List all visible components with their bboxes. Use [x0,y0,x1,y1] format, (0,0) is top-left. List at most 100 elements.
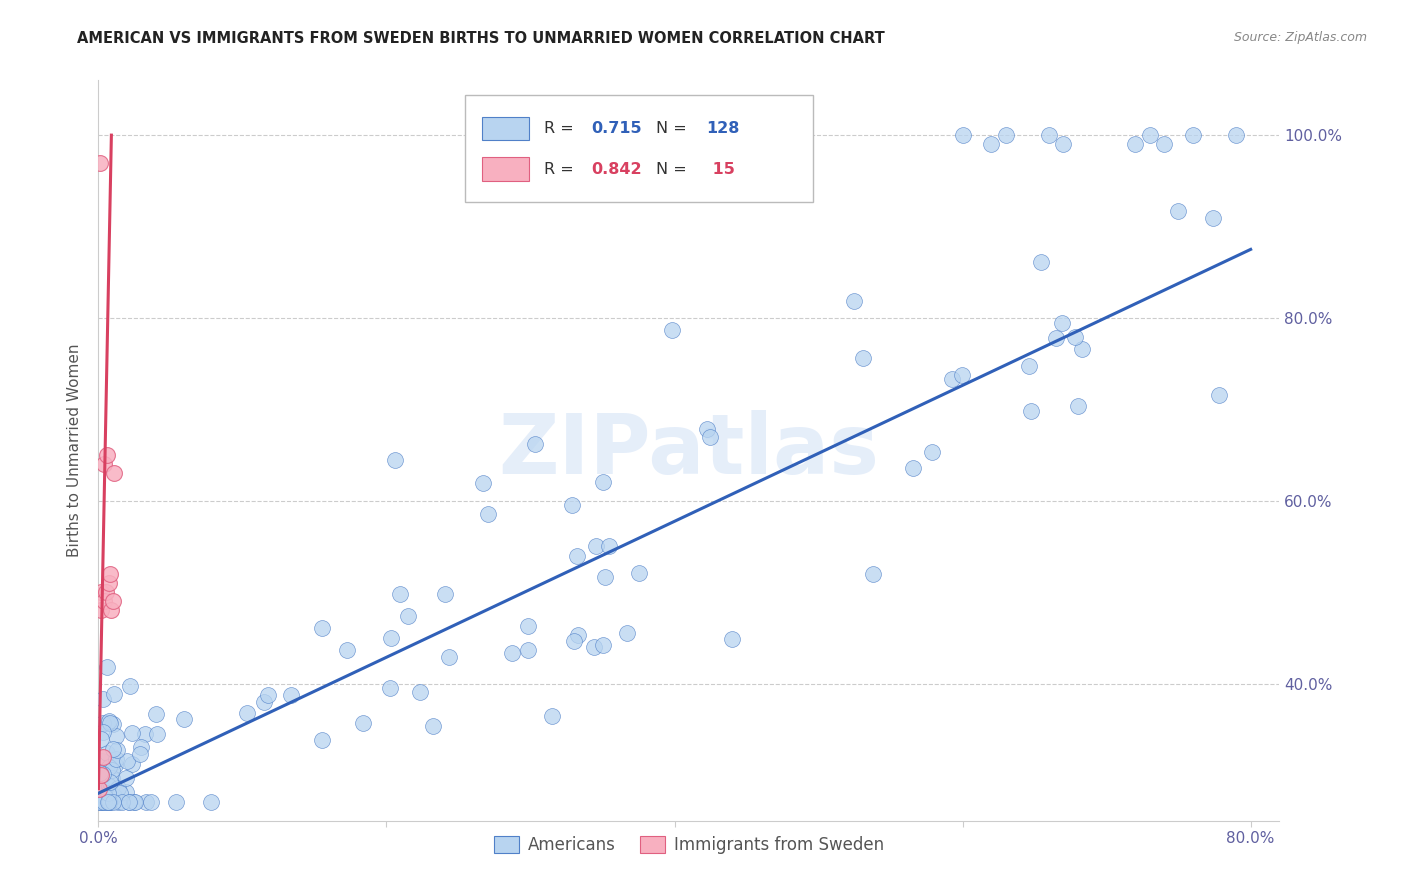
Point [89,766,111,780]
Point [107,780,129,795]
Point [124,796,146,810]
Point [90,796,112,810]
Point [1045,331,1067,345]
Point [101,594,124,608]
Point [91,782,114,797]
Text: N =: N = [655,121,692,136]
Point [94,790,117,805]
Point [384,453,406,467]
Point [91,796,114,810]
Point [562,634,585,648]
Text: ZIPatlas: ZIPatlas [499,410,879,491]
Text: R =: R = [544,121,578,136]
Point [699,430,721,444]
Point [98,714,121,728]
Point [145,706,167,721]
Point [93,594,115,608]
Point [336,642,359,657]
Point [90,796,112,810]
Point [98,796,121,810]
Point [97,786,120,800]
Point [89,796,111,810]
Point [121,726,143,740]
Text: 0.842: 0.842 [591,161,641,177]
Point [98,774,121,789]
Point [1225,128,1247,142]
Point [1038,128,1060,142]
Point [104,752,127,766]
Point [90,766,112,780]
FancyBboxPatch shape [464,95,813,202]
Point [253,695,276,709]
Point [98,796,121,810]
Point [90,768,112,782]
Point [93,457,115,471]
Point [94,585,117,599]
Point [1167,203,1189,218]
Point [353,715,375,730]
Point [1052,137,1074,152]
Point [103,789,125,804]
Point [661,323,683,337]
Point [91,749,114,764]
Point [91,783,114,797]
Point [98,796,121,810]
Point [96,660,118,674]
Point [120,679,142,693]
Point [97,576,120,591]
Point [1019,404,1042,418]
Point [598,539,620,553]
Point [1050,317,1073,331]
Point [921,445,943,459]
Point [903,461,925,475]
Point [101,742,124,756]
Point [90,603,112,617]
Text: N =: N = [655,161,692,177]
Point [1063,330,1085,344]
Point [98,566,121,581]
Point [103,717,125,731]
Point [107,796,129,810]
Point [439,650,461,665]
Point [108,786,131,800]
Point [100,771,122,785]
Point [91,725,114,739]
Point [1139,128,1161,142]
Point [97,796,120,810]
Point [952,128,974,142]
Point [90,585,112,599]
Point [98,716,121,731]
Point [97,760,120,774]
Point [477,508,499,522]
Point [118,796,141,810]
Point [311,621,333,635]
Point [565,549,588,563]
Point [592,638,614,652]
Point [135,796,157,810]
Point [115,785,138,799]
Point [200,796,222,810]
Point [1067,399,1090,413]
Point [941,372,963,386]
Point [104,758,127,772]
Point [107,743,129,757]
Point [89,781,111,796]
Point [89,155,111,169]
Point [96,796,118,810]
Point [1182,128,1205,142]
Point [90,793,112,807]
Point [616,626,638,640]
Point [103,467,125,481]
Point [561,498,583,512]
Point [1018,359,1040,373]
Point [115,754,138,768]
Point [980,137,1002,152]
Point [236,706,259,720]
Point [593,569,616,583]
Point [91,715,114,730]
Point [592,475,614,490]
Point [409,685,432,699]
Point [627,566,650,580]
Point [721,632,744,646]
Text: 128: 128 [707,121,740,136]
